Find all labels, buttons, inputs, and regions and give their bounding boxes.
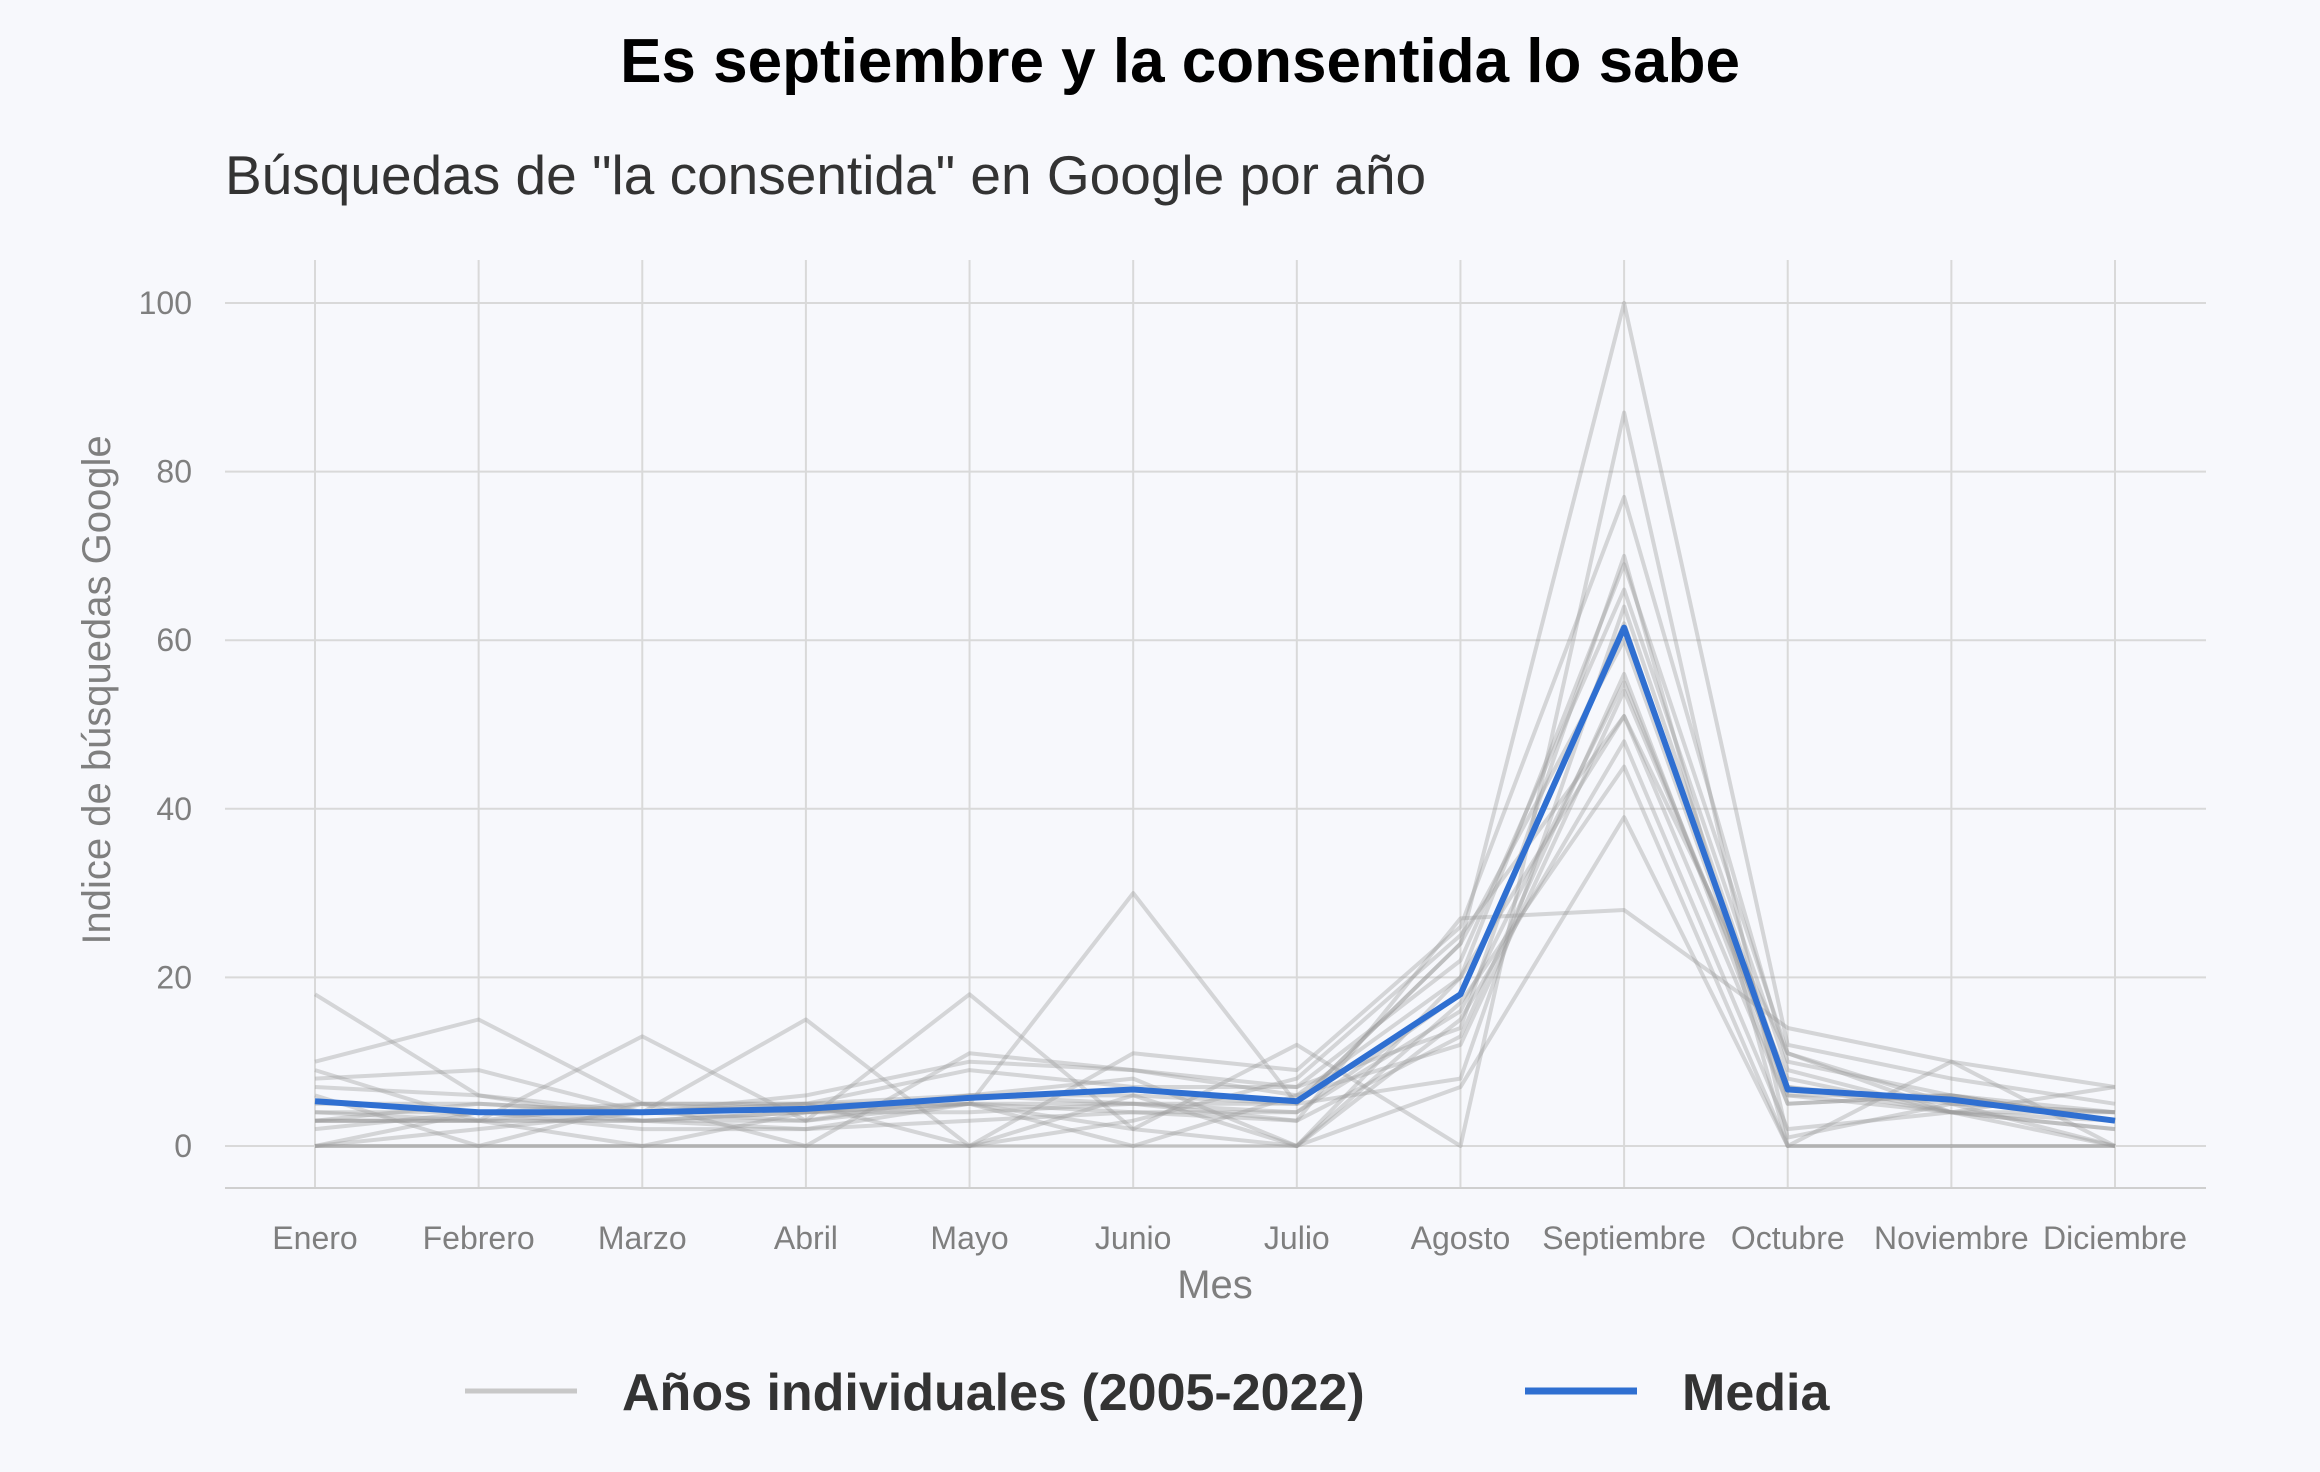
individual-year-line <box>315 604 2116 1123</box>
legend: Años individuales (2005-2022) Media <box>465 1364 1830 1422</box>
y-tick-label: 80 <box>156 454 192 490</box>
y-tick-label: 40 <box>156 791 192 827</box>
individual-year-line <box>314 494 2116 1148</box>
individual-year-line <box>313 908 2116 1132</box>
mean-line-group <box>314 624 2116 1124</box>
individual-year-line <box>315 587 2116 1123</box>
individual-year-line <box>314 714 2116 1148</box>
x-tick-label: Marzo <box>598 1220 687 1256</box>
y-tick-label: 60 <box>156 622 192 658</box>
y-tick-label: 0 <box>174 1128 192 1164</box>
individual-year-line <box>314 688 2116 1148</box>
individual-year-line <box>314 714 2116 1148</box>
x-axis-label: Mes <box>1177 1263 1253 1307</box>
individual-year-line <box>315 739 2116 1148</box>
individual-year-lines <box>313 301 2116 1148</box>
individual-year-line <box>315 562 2116 1115</box>
y-axis-label: Indice de búsquedas Google <box>75 435 119 944</box>
x-tick-label: Junio <box>1095 1220 1172 1256</box>
x-tick-label: Abril <box>774 1220 838 1256</box>
x-axis-ticks: Enero Febrero Marzo Abril Mayo Junio Julio Agos… <box>272 1220 2187 1256</box>
individual-year-line <box>315 815 2115 1148</box>
y-axis-ticks: 0 20 40 60 80 100 <box>139 285 192 1164</box>
x-tick-label: Julio <box>1264 1220 1330 1256</box>
mean-line <box>314 624 2116 1124</box>
legend-label-individual: Años individuales (2005-2022) <box>622 1364 1365 1422</box>
x-tick-label: Octubre <box>1731 1220 1845 1256</box>
y-tick-label: 20 <box>156 959 192 995</box>
legend-label-mean: Media <box>1682 1364 1830 1422</box>
chart-subtitle: Búsquedas de "la consentida" en Google p… <box>225 144 1426 206</box>
x-tick-label: Noviembre <box>1874 1220 2029 1256</box>
individual-year-line <box>314 301 2116 1115</box>
x-tick-label: Septiembre <box>1542 1220 1706 1256</box>
individual-year-line <box>314 621 2116 1123</box>
chart-title: Es septiembre y la consentida lo sabe <box>620 27 1740 96</box>
y-tick-label: 100 <box>139 285 192 321</box>
x-tick-label: Agosto <box>1411 1220 1511 1256</box>
individual-year-line <box>315 764 2115 1148</box>
individual-year-line <box>314 410 2116 1148</box>
x-tick-label: Mayo <box>930 1220 1008 1256</box>
grid <box>225 260 2206 1188</box>
x-tick-label: Febrero <box>423 1220 535 1256</box>
x-tick-label: Diciembre <box>2043 1220 2187 1256</box>
individual-year-line <box>315 671 2116 1148</box>
x-tick-label: Enero <box>272 1220 357 1256</box>
